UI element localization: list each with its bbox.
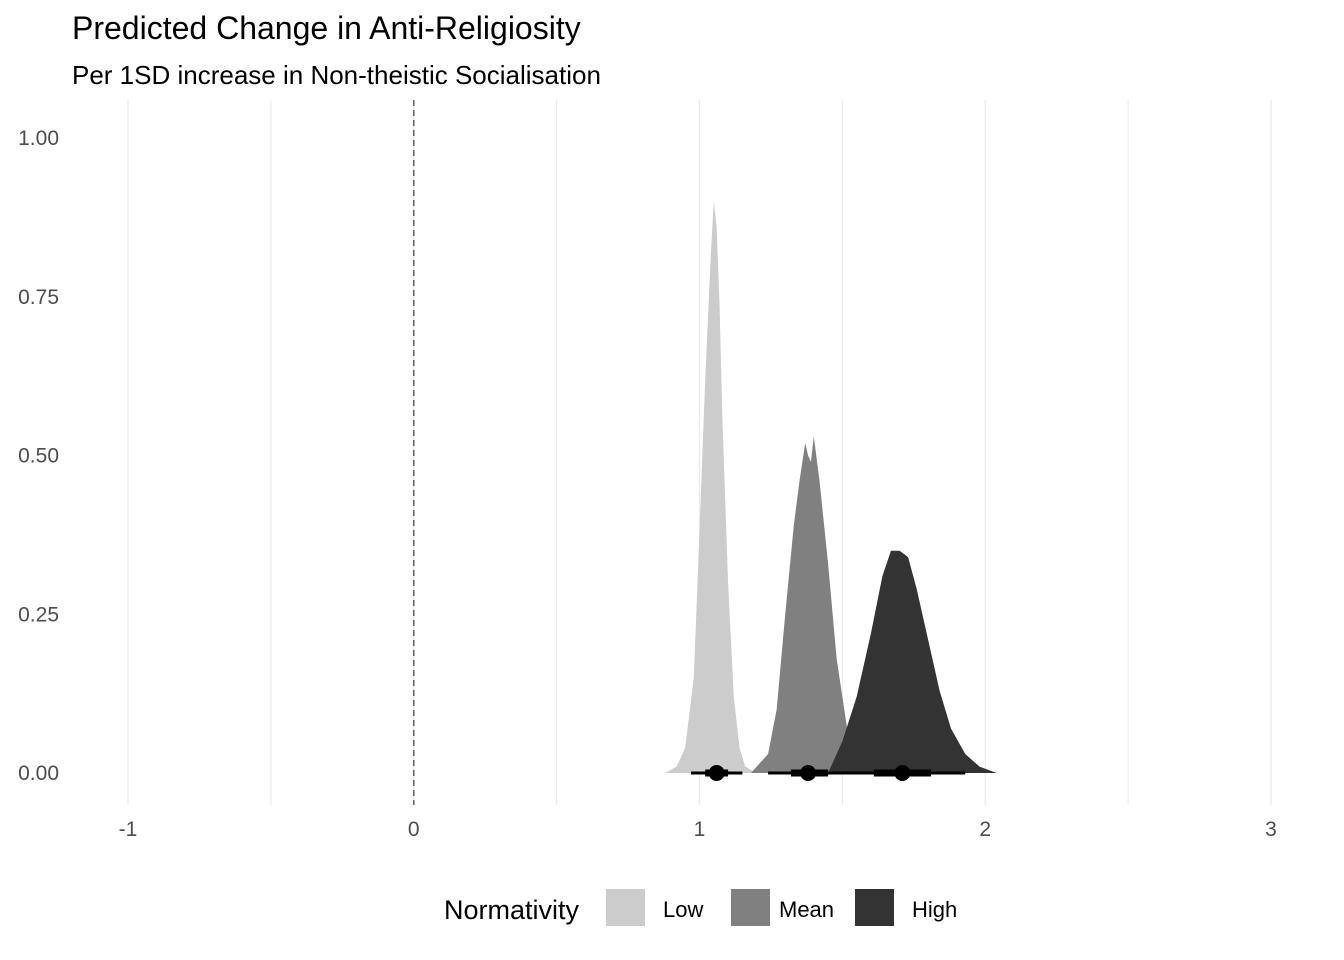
y-tick-label: 0.75 <box>18 286 59 309</box>
x-tick-label: -1 <box>119 818 138 841</box>
density-areas <box>665 201 1014 773</box>
density-low <box>665 201 757 773</box>
legend-label-low: Low <box>663 897 703 922</box>
x-tick-label: 1 <box>694 818 706 841</box>
x-tick-label: 0 <box>408 818 420 841</box>
y-tick-label: 0.50 <box>18 445 59 468</box>
x-tick-label: 3 <box>1265 818 1277 841</box>
chart-subtitle: Per 1SD increase in Non-theistic Sociali… <box>72 60 601 90</box>
y-axis-tick-labels: 0.00 0.25 0.50 0.75 1.00 <box>18 127 59 785</box>
y-tick-label: 1.00 <box>18 127 59 150</box>
legend-label-high: High <box>912 897 957 922</box>
legend-title: Normativity <box>444 895 580 925</box>
x-axis-tick-labels: -1 0 1 2 3 <box>119 818 1277 841</box>
x-tick-label: 2 <box>979 818 991 841</box>
chart-title: Predicted Change in Anti-Religiosity <box>72 10 581 46</box>
density-mean <box>750 436 871 773</box>
point-estimate-low <box>708 765 725 781</box>
y-tick-label: 0.25 <box>18 603 59 626</box>
legend-key-low <box>606 889 645 926</box>
legend-label-mean: Mean <box>779 897 834 922</box>
y-tick-label: 0.00 <box>18 762 59 785</box>
legend: Normativity Low Mean High <box>444 889 957 926</box>
point-estimate-high <box>894 765 911 781</box>
density-high <box>828 550 1014 773</box>
point-estimate-mean <box>800 765 817 781</box>
interval-bars <box>690 765 966 781</box>
legend-key-high <box>855 889 894 926</box>
legend-key-mean <box>731 889 770 926</box>
